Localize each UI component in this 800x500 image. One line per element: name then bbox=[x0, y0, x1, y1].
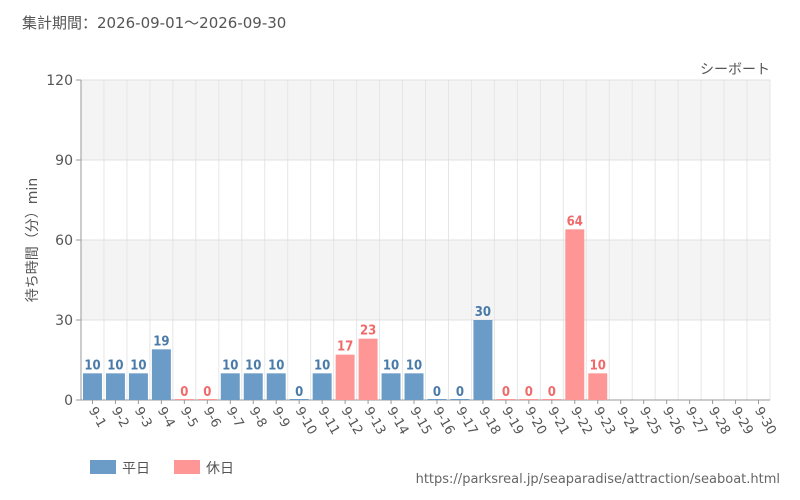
data-label: 0 bbox=[548, 385, 556, 400]
bar[interactable] bbox=[243, 373, 263, 400]
x-tick-label: 9-25 bbox=[636, 405, 664, 438]
x-tick-label: 9-16 bbox=[430, 405, 458, 438]
x-tick-label: 9-23 bbox=[590, 405, 618, 438]
bar[interactable] bbox=[404, 373, 424, 400]
data-label: 0 bbox=[203, 385, 211, 400]
bar[interactable] bbox=[128, 373, 148, 400]
bar[interactable] bbox=[496, 399, 516, 400]
y-tick-label: 60 bbox=[55, 233, 73, 249]
bar[interactable] bbox=[565, 229, 585, 400]
y-axis-title: 待ち時間（分）min bbox=[25, 178, 41, 302]
x-tick-label: 9-15 bbox=[407, 405, 435, 438]
x-tick-label: 9-8 bbox=[246, 405, 270, 431]
bar[interactable] bbox=[289, 399, 309, 400]
bar[interactable] bbox=[197, 399, 217, 400]
x-tick-label: 9-28 bbox=[705, 405, 733, 438]
x-tick-label: 9-18 bbox=[475, 405, 503, 438]
x-tick-label: 9-1 bbox=[85, 405, 109, 431]
data-label: 17 bbox=[337, 340, 353, 355]
x-tick-label: 9-27 bbox=[682, 405, 710, 438]
bar[interactable] bbox=[358, 338, 378, 400]
legend-label-weekday: 平日 bbox=[122, 461, 150, 477]
data-label: 10 bbox=[84, 358, 100, 373]
chart-title: シーボート bbox=[700, 62, 770, 78]
y-tick-label: 0 bbox=[64, 393, 73, 409]
data-label: 0 bbox=[525, 385, 533, 400]
data-label: 10 bbox=[130, 358, 146, 373]
x-tick-label: 9-7 bbox=[223, 405, 247, 431]
legend-label-holiday: 休日 bbox=[206, 461, 234, 477]
data-label: 10 bbox=[590, 358, 606, 373]
data-label: 10 bbox=[107, 358, 123, 373]
x-tick-label: 9-2 bbox=[108, 405, 132, 431]
data-label: 0 bbox=[180, 385, 188, 400]
bar[interactable] bbox=[312, 373, 332, 400]
x-tick-label: 9-26 bbox=[659, 405, 687, 438]
bar[interactable] bbox=[266, 373, 286, 400]
bar[interactable] bbox=[105, 373, 125, 400]
bar[interactable] bbox=[174, 399, 194, 400]
bar[interactable] bbox=[519, 399, 539, 400]
y-tick-label: 30 bbox=[55, 313, 73, 329]
source-url[interactable]: https://parksreal.jp/seaparadise/attract… bbox=[415, 472, 780, 487]
x-tick-label: 9-12 bbox=[338, 405, 366, 438]
bar[interactable] bbox=[542, 399, 562, 400]
data-label: 19 bbox=[153, 334, 169, 349]
x-tick-label: 9-21 bbox=[544, 405, 572, 438]
bar[interactable] bbox=[450, 399, 470, 400]
x-tick-label: 9-30 bbox=[751, 405, 779, 438]
x-tick-label: 9-29 bbox=[728, 405, 756, 438]
data-label: 64 bbox=[567, 214, 583, 229]
x-tick-label: 9-6 bbox=[200, 405, 224, 431]
data-label: 23 bbox=[360, 324, 376, 339]
data-label: 10 bbox=[406, 358, 422, 373]
bar[interactable] bbox=[151, 349, 171, 400]
bar[interactable] bbox=[473, 320, 493, 400]
x-tick-label: 9-20 bbox=[521, 405, 549, 438]
data-label: 30 bbox=[475, 305, 491, 320]
legend-swatch-holiday bbox=[174, 460, 200, 474]
bar[interactable] bbox=[335, 354, 355, 400]
x-tick-label: 9-9 bbox=[269, 405, 293, 431]
x-tick-label: 9-19 bbox=[498, 405, 526, 438]
x-tick-label: 9-3 bbox=[131, 405, 155, 431]
data-label: 0 bbox=[502, 385, 510, 400]
x-tick-label: 9-4 bbox=[154, 405, 178, 431]
data-label: 10 bbox=[268, 358, 284, 373]
bar[interactable] bbox=[588, 373, 608, 400]
data-label: 10 bbox=[383, 358, 399, 373]
data-label: 10 bbox=[222, 358, 238, 373]
data-label: 0 bbox=[433, 385, 441, 400]
x-tick-label: 9-11 bbox=[315, 405, 343, 438]
x-tick-label: 9-24 bbox=[613, 405, 641, 438]
data-label: 0 bbox=[456, 385, 464, 400]
y-tick-label: 90 bbox=[55, 153, 73, 169]
data-label: 0 bbox=[295, 385, 303, 400]
legend-swatch-weekday bbox=[90, 460, 116, 474]
bar[interactable] bbox=[427, 399, 447, 400]
x-tick-label: 9-17 bbox=[452, 405, 480, 438]
period-label: 集計期間：2026-09-01～2026-09-30 bbox=[22, 14, 287, 32]
y-tick-label: 120 bbox=[46, 73, 73, 89]
x-tick-label: 9-13 bbox=[361, 405, 389, 438]
data-label: 10 bbox=[245, 358, 261, 373]
x-tick-label: 9-14 bbox=[384, 405, 412, 438]
x-tick-label: 9-10 bbox=[292, 405, 320, 438]
x-tick-label: 9-5 bbox=[177, 405, 201, 431]
bar[interactable] bbox=[381, 373, 401, 400]
data-label: 10 bbox=[314, 358, 330, 373]
bar[interactable] bbox=[83, 373, 102, 400]
x-tick-label: 9-22 bbox=[567, 405, 595, 438]
bar[interactable] bbox=[220, 373, 240, 400]
